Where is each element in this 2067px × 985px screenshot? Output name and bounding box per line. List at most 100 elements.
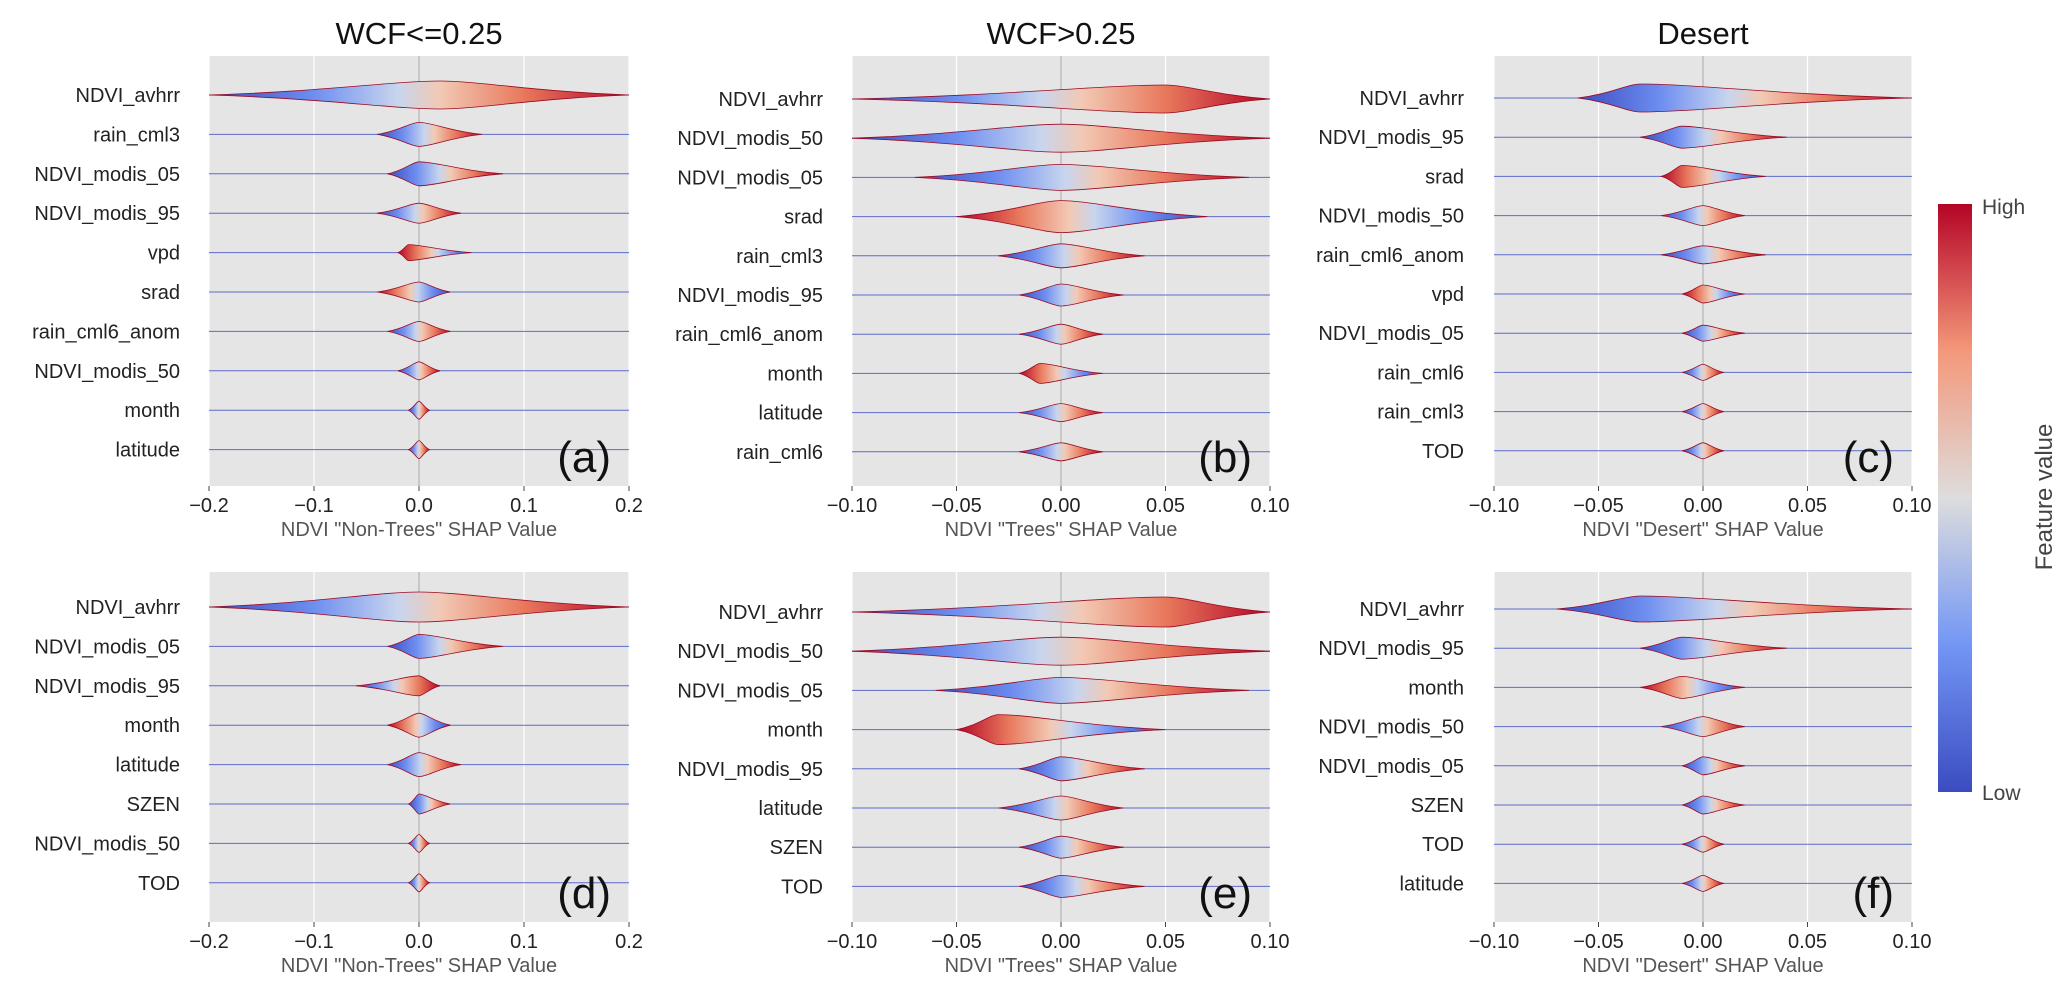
x-tick-label: 0.2 [615,495,643,517]
violin-NDVI_modis_95 [1640,125,1787,149]
feature-label: latitude [1400,873,1465,895]
violin-rain_cml6_anom [1661,245,1766,265]
x-axis-label: NDVI "Non-Trees" SHAP Value [281,519,557,541]
violin-NDVI_modis_95 [1019,756,1145,782]
feature-label: month [767,363,823,385]
x-axis-label: NDVI "Desert" SHAP Value [1582,519,1823,541]
feature-label: latitude [759,798,824,820]
violin-NDVI_avhrr [208,591,630,623]
feature-label: NDVI_avhrr [719,602,824,624]
feature-label: rain_cml6 [736,442,823,464]
violin-SZEN [407,793,451,815]
x-tick-label: −0.10 [827,931,878,953]
violin-NDVI_modis_05 [1682,324,1745,342]
feature-label: NDVI_modis_50 [34,361,180,383]
feature-label: rain_cml3 [736,246,823,268]
feature-label: rain_cml3 [1377,402,1464,424]
violin-NDVI_modis_50 [397,361,441,381]
feature-label: srad [1425,166,1464,188]
x-tick-label: 0.10 [1893,495,1932,517]
violin-NDVI_modis_50 [1661,205,1745,227]
violin-NDVI_modis_95 [1640,636,1787,660]
panel-letter: (d) [557,869,611,918]
x-axis-label: NDVI "Trees" SHAP Value [945,955,1178,977]
feature-label: NDVI_modis_95 [34,203,180,225]
feature-label: month [124,715,180,737]
x-tick-label: 0.10 [1251,931,1290,953]
x-tick-label: 0.00 [1684,495,1723,517]
panel-d: NDVI_avhrr NDVI_modis_05 NDVI_modis_95mont… [34,572,643,977]
feature-label: NDVI_modis_05 [1318,756,1464,778]
violin-NDVI_modis_95 [1019,283,1124,307]
x-tick-label: 0.10 [1893,931,1932,953]
panel-a: WCF<=0.25 NDVI_avhrr rain_cml3 NDVI_modis_0… [32,16,643,541]
panel-title: WCF>0.25 [986,16,1135,51]
feature-label: SZEN [127,794,180,816]
violin-latitude [1682,874,1724,892]
x-tick-label: −0.10 [1469,495,1520,517]
feature-label: rain_cml3 [93,124,180,146]
x-tick-label: −0.10 [827,495,878,517]
x-tick-label: 0.00 [1684,931,1723,953]
x-axis-label: NDVI "Desert" SHAP Value [1582,955,1823,977]
x-tick-label: −0.2 [189,495,228,517]
violin-srad [376,281,451,303]
x-tick-label: −0.10 [1469,931,1520,953]
feature-label: NDVI_avhrr [76,85,181,107]
violin-NDVI_modis_05 [387,161,504,187]
x-tick-label: 0.1 [510,495,538,517]
violin-SZEN [1682,795,1745,815]
violin-NDVI_modis_05 [387,633,504,659]
violin-NDVI_avhrr [851,596,1271,628]
violin-TOD [1682,835,1724,853]
x-tick-label: 0.05 [1146,931,1185,953]
violin-NDVI_avhrr [851,84,1271,114]
violin-TOD [1019,874,1145,898]
violin-NDVI_modis_50 [1661,716,1745,738]
feature-label: NDVI_avhrr [1360,88,1465,110]
x-tick-label: −0.05 [931,495,982,517]
feature-label: srad [784,207,823,229]
feature-label: NDVI_avhrr [719,89,824,111]
panel-letter: (f) [1852,869,1894,918]
violin-NDVI_avhrr [1577,83,1913,113]
x-tick-label: −0.05 [1573,495,1624,517]
feature-label: NDVI_modis_95 [677,759,823,781]
x-tick-label: −0.05 [931,931,982,953]
feature-label: NDVI_modis_95 [34,676,180,698]
feature-label: SZEN [1411,795,1464,817]
feature-label: TOD [138,873,180,895]
feature-label: NDVI_modis_05 [677,167,823,189]
colorbar-gradient [1938,204,1972,792]
feature-label: rain_cml6_anom [675,324,823,346]
violin-latitude [1019,403,1103,423]
x-tick-label: 0.10 [1251,495,1290,517]
violin-rain_cml6_anom [387,320,451,342]
feature-label: rain_cml6_anom [32,321,180,343]
violin-NDVI_modis_95 [355,675,441,697]
panel-e: NDVI_avhrr NDVI_modis_50 NDVI_modis_05mont… [677,572,1289,977]
violin-rain_cml6_anom [1019,323,1103,345]
feature-label: SZEN [770,837,823,859]
colorbar: High Low Feature value [1938,196,2058,805]
feature-label: NDVI_modis_05 [34,164,180,186]
violin-NDVI_avhrr [1556,595,1913,623]
x-axis-label: NDVI "Non-Trees" SHAP Value [281,955,557,977]
violin-NDVI_modis_05 [1682,756,1745,776]
violin-vpd [396,244,472,262]
panel-letter: (c) [1843,433,1894,482]
violin-NDVI_modis_50 [851,123,1271,153]
x-tick-label: 0.00 [1042,495,1081,517]
colorbar-low-label: Low [1982,782,2021,805]
x-tick-label: 0.05 [1788,495,1827,517]
violin-vpd [1682,284,1745,304]
feature-label: NDVI_modis_05 [34,636,180,658]
violin-NDVI_modis_05 [914,163,1250,191]
x-tick-label: −0.1 [294,931,333,953]
panel-letter: (e) [1198,869,1252,918]
feature-label: month [124,400,180,422]
feature-label: rain_cml6_anom [1316,245,1464,267]
violin-rain_cml3 [376,121,483,147]
